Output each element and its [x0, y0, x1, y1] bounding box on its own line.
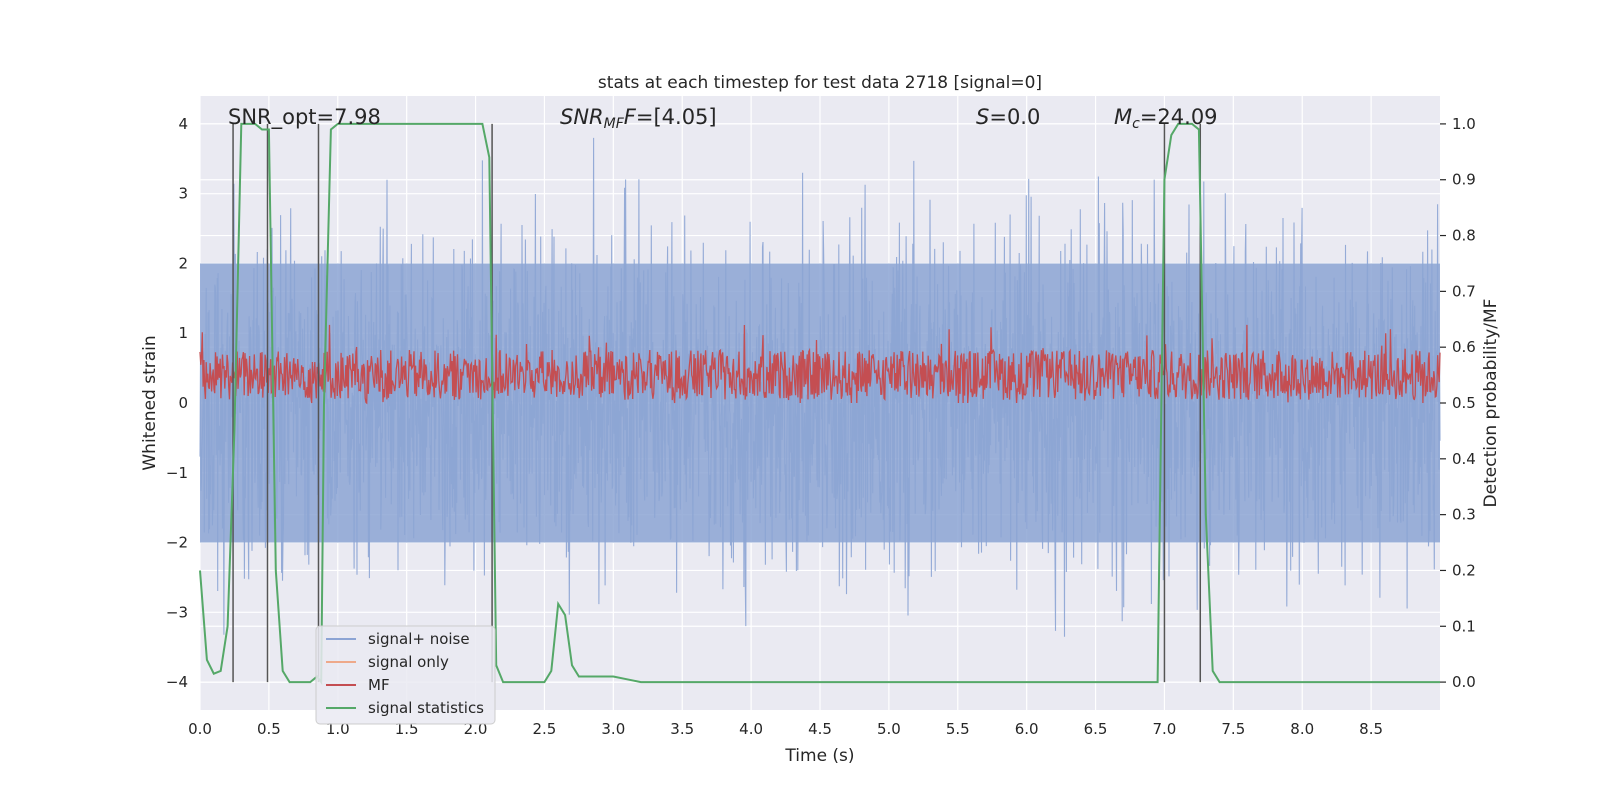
- mf-line: [199, 324, 1441, 405]
- x-tick-label: 5.5: [946, 720, 970, 738]
- y2-axis-label: Detection probability/MF: [1481, 299, 1501, 508]
- signal-noise-band: [200, 263, 1440, 543]
- annotation-snr-mf: SNRMFF=[4.05]: [560, 105, 717, 132]
- y-tick-label: 3: [178, 185, 188, 203]
- annotation-s-main: S: [976, 105, 989, 129]
- annotation-snr-mf-f: F: [624, 105, 637, 129]
- y2-axis-ticks: 0.0 0.1 0.2 0.3 0.4 0.5 0.6 0.7 0.8 0.9 1.0: [1440, 115, 1476, 691]
- x-tick-label: 7.0: [1153, 720, 1177, 738]
- annotation-s: S=0.0: [976, 105, 1040, 129]
- signal-statistics-line: [199, 122, 1440, 686]
- y2-tick-label: 0.5: [1452, 394, 1476, 412]
- y-tick-label: 1: [178, 324, 188, 342]
- y2-tick-label: 0.8: [1452, 227, 1476, 245]
- y2-tick-label: 0.3: [1452, 506, 1476, 524]
- y-tick-label: 0: [178, 394, 188, 412]
- x-tick-label: 3.0: [601, 720, 625, 738]
- x-tick-label: 6.0: [1015, 720, 1039, 738]
- annotation-mc: Mc=24.09: [1114, 105, 1218, 132]
- annotation-mc-sub: c: [1132, 116, 1140, 132]
- y-axis-ticks: −4 −3 −2 −1 0 1 2 3 4: [166, 115, 188, 691]
- legend-label-signal-noise: signal+ noise: [368, 630, 470, 648]
- y-tick-label: −4: [166, 673, 188, 691]
- x-tick-label: 0.5: [257, 720, 281, 738]
- annotation-snr-mf-value: =[4.05]: [636, 105, 717, 129]
- x-tick-label: 2.5: [533, 720, 557, 738]
- y2-tick-label: 0.6: [1452, 338, 1476, 356]
- y2-tick-label: 0.4: [1452, 450, 1476, 468]
- y-tick-label: 4: [178, 115, 188, 133]
- annotation-mc-main: M: [1114, 105, 1132, 129]
- annotation-snr-mf-main: SNR: [560, 105, 604, 129]
- x-tick-label: 7.5: [1221, 720, 1245, 738]
- y2-tick-label: 0.1: [1452, 617, 1476, 635]
- y2-tick-label: 0.2: [1452, 561, 1476, 579]
- legend-label-signal-statistics: signal statistics: [368, 699, 484, 717]
- x-tick-label: 8.0: [1290, 720, 1314, 738]
- x-tick-label: 0.0: [188, 720, 212, 738]
- x-tick-label: 5.0: [877, 720, 901, 738]
- annotation-snr-opt: SNR_opt=7.98: [228, 105, 381, 130]
- chart-title: stats at each timestep for test data 271…: [598, 73, 1042, 93]
- legend-label-signal-only: signal only: [368, 653, 449, 671]
- y2-tick-label: 0.0: [1452, 673, 1476, 691]
- annotation-mc-value: =24.09: [1140, 105, 1218, 129]
- legend-frame: [315, 625, 496, 725]
- legend-label-mf: MF: [368, 676, 390, 694]
- x-tick-label: 3.5: [670, 720, 694, 738]
- mf-series: [199, 324, 1441, 405]
- x-tick-label: 4.5: [808, 720, 832, 738]
- legend: signal+ noise signal only MF signal stat…: [315, 625, 496, 725]
- y2-tick-label: 0.9: [1452, 171, 1476, 189]
- signal-noise-series: [199, 137, 1441, 637]
- y-axis-label: Whitened strain: [140, 335, 160, 470]
- y2-tick-label: 0.7: [1452, 282, 1476, 300]
- x-tick-label: 6.5: [1084, 720, 1108, 738]
- y-tick-label: 2: [178, 254, 188, 272]
- y-tick-label: −3: [166, 603, 188, 621]
- y2-tick-label: 1.0: [1452, 115, 1476, 133]
- y-tick-label: −2: [166, 534, 188, 552]
- x-tick-label: 8.5: [1359, 720, 1383, 738]
- annotation-snr-mf-sub: MF: [604, 116, 625, 132]
- y-tick-label: −1: [166, 464, 188, 482]
- signal-statistics-series: [199, 122, 1440, 686]
- annotation-s-value: =0.0: [989, 105, 1040, 129]
- x-tick-label: 4.0: [739, 720, 763, 738]
- x-axis-label: Time (s): [784, 746, 854, 766]
